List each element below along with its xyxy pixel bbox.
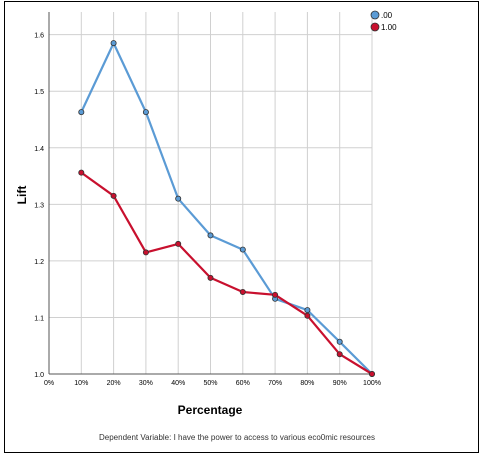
x-tick-label: 80% [300, 380, 314, 387]
data-point [142, 109, 149, 116]
data-point [336, 351, 343, 358]
data-point [304, 307, 311, 314]
legend-label: .00 [381, 11, 393, 20]
data-point [175, 195, 182, 202]
data-point [336, 338, 343, 345]
data-point [239, 288, 246, 295]
data-point [110, 192, 117, 199]
x-tick-label: 50% [203, 380, 217, 387]
series-line [80, 41, 373, 375]
data-point [142, 249, 149, 256]
data-point [78, 169, 85, 176]
legend-marker [370, 22, 380, 32]
data-point [207, 232, 214, 239]
x-tick-labels: 0% 10% 20% 30% 40% 50% 60% 70% 80% 90% 100% [44, 380, 381, 387]
x-axis-title: Percentage [178, 403, 243, 417]
data-point [368, 370, 375, 377]
x-tick-label: 10% [74, 380, 88, 387]
data-point [272, 291, 279, 298]
data-point [207, 274, 214, 281]
series-layer [78, 40, 375, 377]
data-point [304, 312, 311, 319]
x-tick-label: 90% [333, 380, 347, 387]
gridlines [49, 12, 373, 374]
y-axis-title: Lift [15, 186, 29, 205]
y-tick-label: 1.5 [34, 89, 44, 96]
y-tick-label: 1.6 [34, 33, 44, 40]
y-tick-labels: 1.0 1.1 1.2 1.3 1.4 1.5 1.6 [34, 33, 44, 379]
x-tick-label: 60% [236, 380, 250, 387]
chart-frame: 1.0 1.1 1.2 1.3 1.4 1.5 1.6 0% 10% 20% 30% 40% 50% 6… [4, 1, 479, 453]
x-tick-label: 40% [171, 380, 185, 387]
x-tick-label: 20% [107, 380, 121, 387]
x-tick-label: 100% [363, 380, 381, 387]
y-tick-label: 1.2 [34, 259, 44, 266]
x-tick-label: 70% [268, 380, 282, 387]
legend-marker [370, 10, 380, 20]
x-tick-label: 0% [44, 380, 54, 387]
y-tick-label: 1.3 [34, 202, 44, 209]
y-tick-label: 1.4 [34, 146, 44, 153]
legend-label: 1.00 [381, 23, 397, 32]
data-point [175, 240, 182, 247]
data-point [78, 109, 85, 116]
legend: .00 1.00 [370, 10, 397, 32]
x-tick-label: 30% [139, 380, 153, 387]
lift-chart: 1.0 1.1 1.2 1.3 1.4 1.5 1.6 0% 10% 20% 30% 40% 50% 6… [15, 10, 397, 442]
series-line [80, 171, 373, 375]
dependent-variable-note: Dependent Variable: I have the power to … [99, 433, 375, 442]
y-tick-label: 1.0 [34, 372, 44, 379]
data-point [110, 40, 117, 47]
y-tick-label: 1.1 [34, 315, 44, 322]
series-2 [78, 169, 375, 377]
data-point [239, 246, 246, 253]
